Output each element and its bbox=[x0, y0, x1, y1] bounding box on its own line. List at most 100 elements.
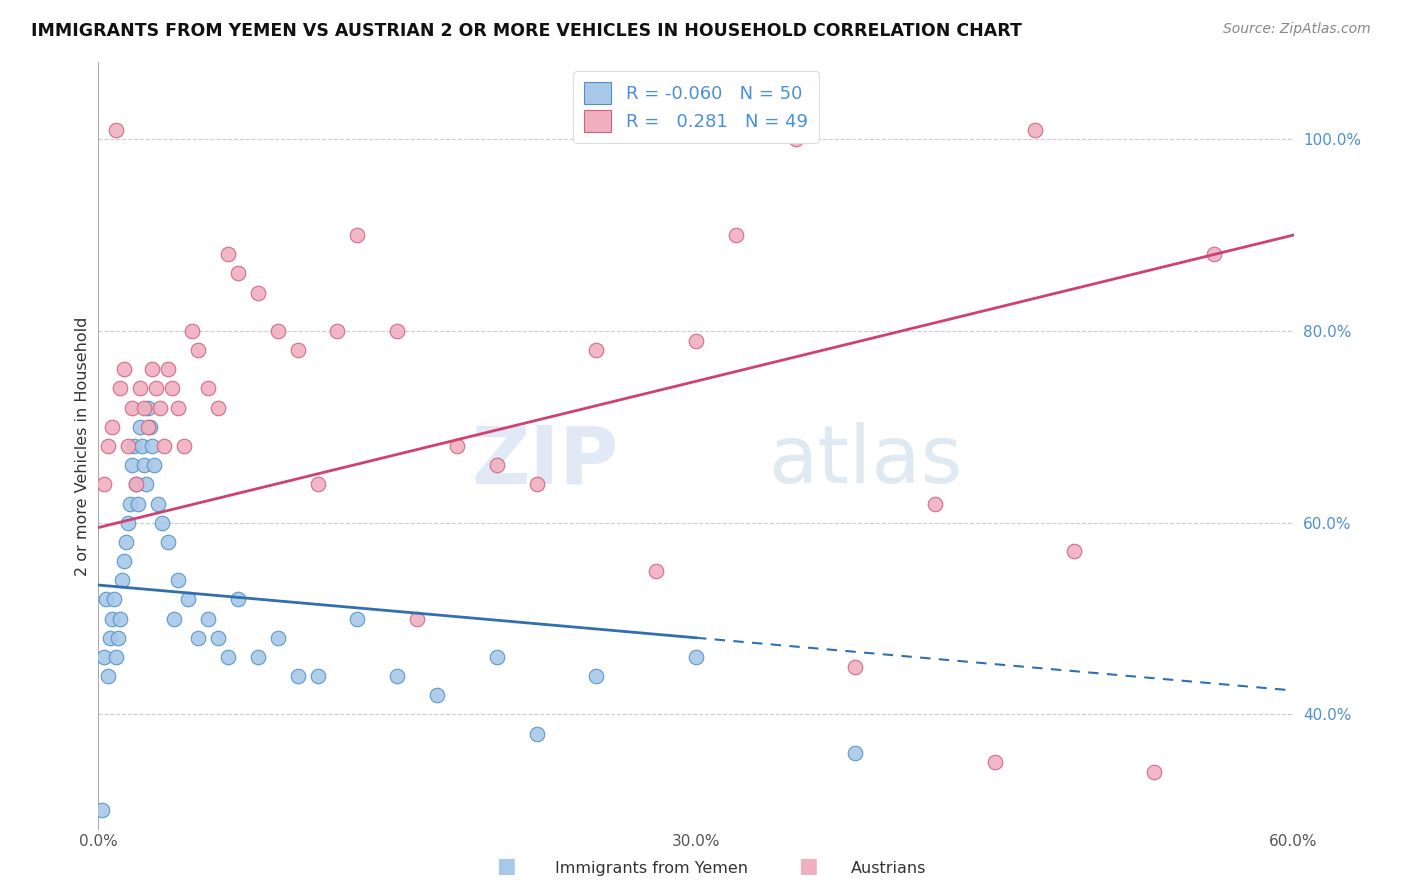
Point bbox=[167, 401, 190, 415]
Point bbox=[685, 650, 707, 665]
Point bbox=[217, 650, 239, 665]
Point bbox=[526, 477, 548, 491]
Point bbox=[526, 727, 548, 741]
Point bbox=[426, 689, 449, 703]
Point bbox=[157, 362, 180, 376]
Text: atlas: atlas bbox=[768, 422, 962, 500]
Text: ZIP: ZIP bbox=[471, 422, 619, 500]
Text: ■: ■ bbox=[799, 856, 818, 876]
Point bbox=[207, 401, 229, 415]
Point bbox=[121, 458, 143, 473]
Point bbox=[181, 324, 204, 338]
Point bbox=[485, 650, 508, 665]
Point bbox=[197, 382, 219, 396]
Point bbox=[134, 458, 156, 473]
Point bbox=[177, 592, 200, 607]
Point bbox=[93, 477, 115, 491]
Point bbox=[346, 228, 368, 243]
Point bbox=[124, 439, 146, 453]
Point bbox=[141, 439, 163, 453]
Point bbox=[97, 439, 120, 453]
Point bbox=[125, 477, 148, 491]
Point bbox=[173, 439, 195, 453]
Point bbox=[117, 439, 139, 453]
Point bbox=[145, 382, 167, 396]
Point bbox=[115, 535, 138, 549]
Point bbox=[246, 650, 269, 665]
Legend: R = -0.060   N = 50, R =   0.281   N = 49: R = -0.060 N = 50, R = 0.281 N = 49 bbox=[574, 71, 818, 143]
Point bbox=[326, 324, 349, 338]
Point bbox=[197, 612, 219, 626]
Point bbox=[110, 382, 132, 396]
Point bbox=[136, 401, 159, 415]
Point bbox=[287, 669, 309, 683]
Point bbox=[149, 401, 172, 415]
Point bbox=[134, 401, 156, 415]
Point bbox=[226, 592, 249, 607]
Point bbox=[125, 477, 148, 491]
Text: Austrians: Austrians bbox=[851, 861, 927, 876]
Point bbox=[446, 439, 468, 453]
Point bbox=[105, 122, 128, 136]
Point bbox=[187, 631, 209, 645]
Point bbox=[160, 382, 183, 396]
Point bbox=[844, 746, 866, 760]
Point bbox=[129, 420, 152, 434]
Point bbox=[93, 650, 115, 665]
Point bbox=[91, 804, 114, 818]
Point bbox=[153, 439, 176, 453]
Point bbox=[267, 631, 290, 645]
Point bbox=[148, 497, 170, 511]
Point bbox=[121, 401, 143, 415]
Point bbox=[1202, 247, 1225, 261]
Text: Immigrants from Yemen: Immigrants from Yemen bbox=[555, 861, 748, 876]
Point bbox=[844, 659, 866, 673]
Point bbox=[1143, 765, 1166, 780]
Point bbox=[101, 612, 124, 626]
Point bbox=[385, 669, 409, 683]
Point bbox=[1024, 122, 1046, 136]
Point bbox=[129, 382, 152, 396]
Point bbox=[139, 420, 162, 434]
Point bbox=[187, 343, 209, 358]
Point bbox=[112, 362, 135, 376]
Point bbox=[724, 228, 747, 243]
Point bbox=[111, 574, 134, 588]
Point bbox=[287, 343, 309, 358]
Point bbox=[101, 420, 124, 434]
Point bbox=[406, 612, 429, 626]
Point bbox=[105, 650, 128, 665]
Point bbox=[226, 266, 249, 280]
Point bbox=[485, 458, 508, 473]
Point bbox=[645, 564, 668, 578]
Point bbox=[150, 516, 173, 530]
Point bbox=[246, 285, 269, 300]
Point bbox=[135, 477, 157, 491]
Point bbox=[98, 631, 122, 645]
Point bbox=[157, 535, 180, 549]
Point bbox=[97, 669, 120, 683]
Point bbox=[217, 247, 239, 261]
Point bbox=[103, 592, 125, 607]
Point bbox=[120, 497, 142, 511]
Point bbox=[346, 612, 368, 626]
Point bbox=[585, 669, 607, 683]
Point bbox=[1063, 544, 1085, 558]
Point bbox=[924, 497, 946, 511]
Point bbox=[96, 592, 118, 607]
Point bbox=[267, 324, 290, 338]
Point bbox=[207, 631, 229, 645]
Point bbox=[141, 362, 163, 376]
Point bbox=[585, 343, 607, 358]
Point bbox=[685, 334, 707, 348]
Text: Source: ZipAtlas.com: Source: ZipAtlas.com bbox=[1223, 22, 1371, 37]
Point bbox=[163, 612, 186, 626]
Point bbox=[785, 132, 807, 146]
Point bbox=[136, 420, 159, 434]
Point bbox=[107, 631, 129, 645]
Point bbox=[307, 477, 329, 491]
Point bbox=[112, 554, 135, 568]
Point bbox=[127, 497, 149, 511]
Point bbox=[307, 669, 329, 683]
Text: ■: ■ bbox=[496, 856, 516, 876]
